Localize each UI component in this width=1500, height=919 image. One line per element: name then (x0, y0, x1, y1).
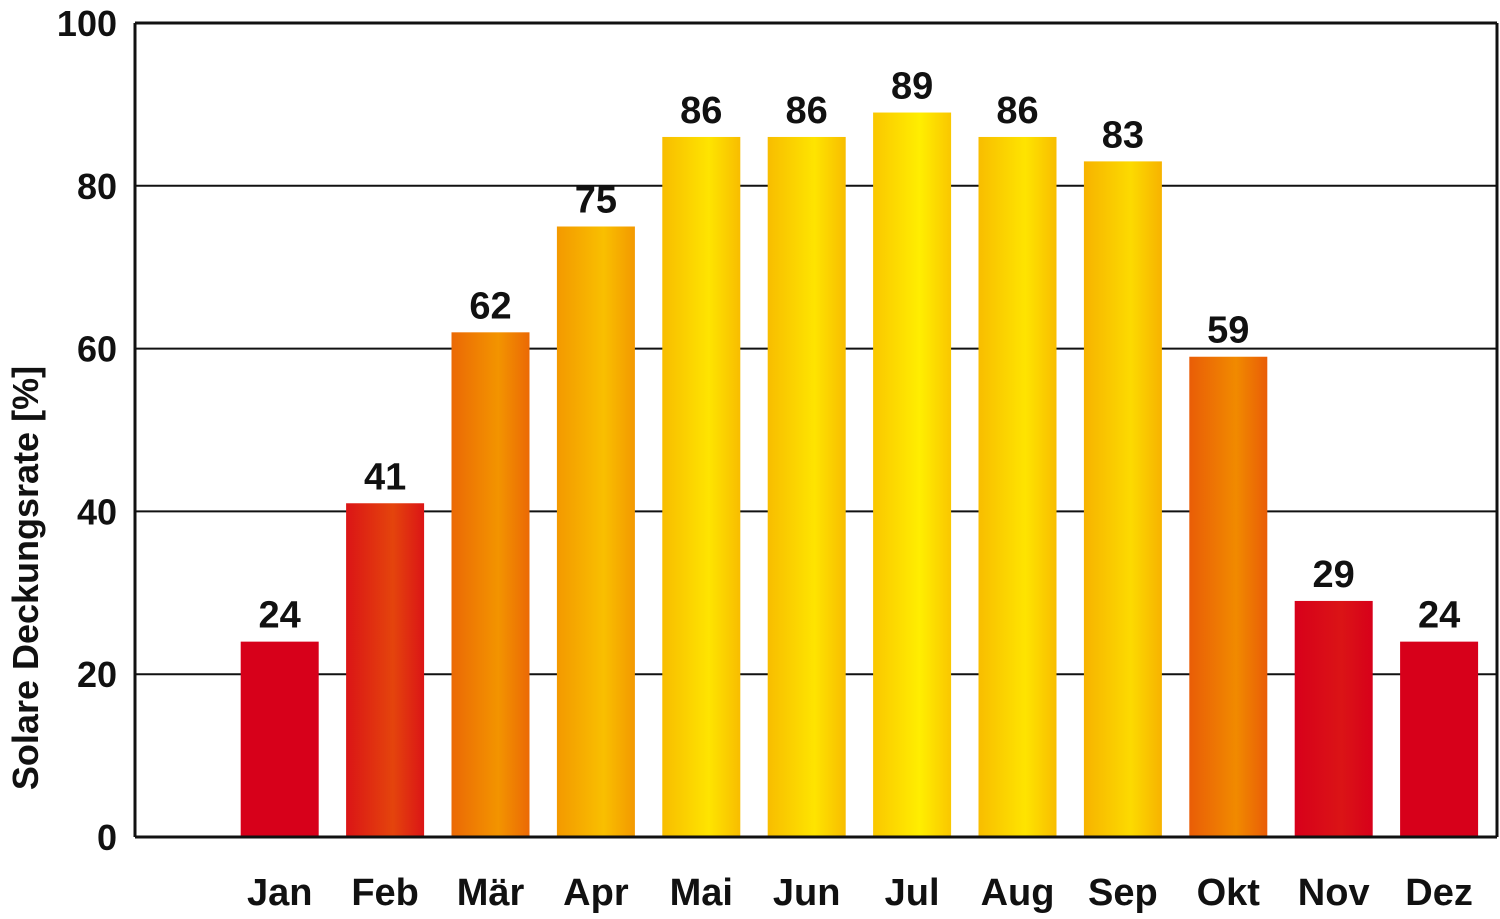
x-tick-Dez: Dez (1405, 872, 1473, 914)
y-tick-20: 20 (77, 654, 117, 695)
data-label-Nov: 29 (1313, 554, 1355, 596)
bar-Apr (556, 226, 635, 837)
data-labels: 24 41 62 75 86 86 89 86 83 59 29 24 (259, 66, 1461, 637)
x-tick-labels: Jan Feb Mär Apr Mai Jun Jul Aug Sep Okt Nov Dez (247, 872, 1473, 914)
bar-Jan (240, 641, 319, 837)
data-label-Dez: 24 (1418, 595, 1460, 637)
data-label-Mai: 86 (680, 90, 722, 132)
bar-Aug (978, 136, 1057, 837)
bars (240, 112, 1479, 838)
plot-frame (133, 21, 1499, 839)
x-tick-Mär: Mär (457, 872, 525, 914)
data-label-Feb: 41 (364, 456, 406, 498)
y-tick-100: 100 (57, 3, 117, 44)
bar-Jul (873, 112, 952, 838)
x-tick-Jun: Jun (773, 872, 841, 914)
y-tick-60: 60 (77, 329, 117, 370)
x-tick-Nov: Nov (1298, 872, 1370, 914)
y-tick-0: 0 (97, 817, 117, 858)
x-tick-Feb: Feb (351, 872, 419, 914)
x-tick-Sep: Sep (1088, 872, 1158, 914)
y-tick-labels: 0 20 40 60 80 100 (57, 3, 117, 858)
data-label-Aug: 86 (996, 90, 1038, 132)
data-label-Mär: 62 (469, 285, 511, 327)
y-axis-title: Solare Deckungsrate [%] (5, 366, 46, 790)
bar-Sep (1083, 161, 1162, 837)
data-label-Jul: 89 (891, 66, 933, 108)
data-label-Jan: 24 (259, 595, 301, 637)
bar-Jun (767, 136, 846, 837)
bar-Dez (1400, 641, 1479, 837)
bar-Feb (346, 503, 425, 837)
y-tick-80: 80 (77, 166, 117, 207)
x-tick-Apr: Apr (563, 872, 629, 914)
x-tick-Mai: Mai (670, 872, 733, 914)
x-tick-Jul: Jul (885, 872, 940, 914)
bar-Nov (1294, 600, 1373, 837)
bar-Mär (451, 332, 530, 837)
x-tick-Okt: Okt (1197, 872, 1261, 914)
x-tick-Jan: Jan (247, 872, 312, 914)
y-tick-40: 40 (77, 491, 117, 532)
x-tick-Aug: Aug (981, 872, 1055, 914)
data-label-Jun: 86 (786, 90, 828, 132)
data-label-Okt: 59 (1207, 310, 1249, 352)
data-label-Sep: 83 (1102, 114, 1144, 156)
bar-Okt (1189, 356, 1268, 837)
data-label-Apr: 75 (575, 180, 617, 222)
bar-Mai (662, 136, 741, 837)
